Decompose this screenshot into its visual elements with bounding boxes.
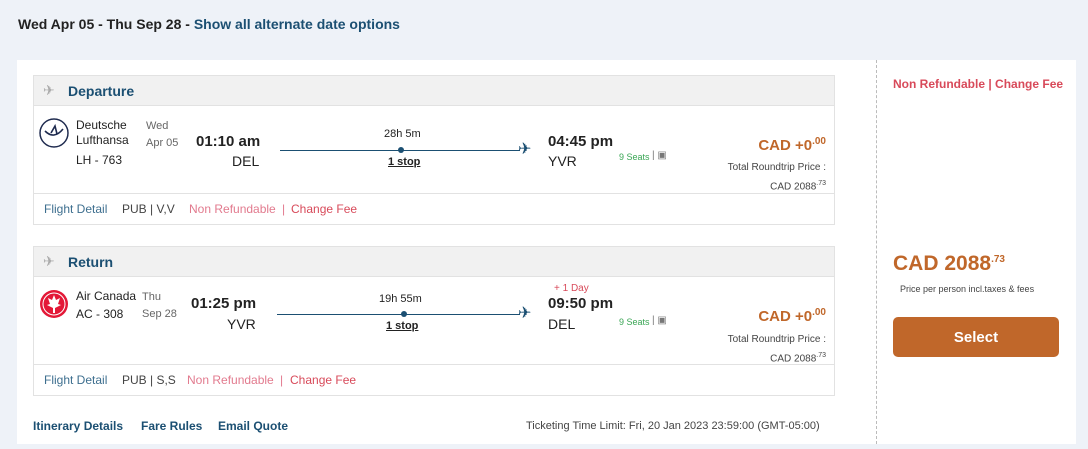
arrival-time: 04:45 pm (548, 133, 614, 150)
price-cents: .73 (991, 254, 1005, 265)
email-quote-link[interactable]: Email Quote (218, 419, 289, 433)
non-refundable-label: Non Refundable (187, 373, 274, 387)
duration: 19h 55m (379, 293, 422, 305)
plane-icon: ✈ (518, 141, 532, 158)
arrival-time: 09:50 pm (548, 295, 614, 312)
date-range-text: Wed Apr 05 - Thu Sep 28 - (18, 16, 194, 32)
total-main: CAD 2088 (770, 181, 817, 193)
segment-footer: Flight Detail PUB | S,S Non Refundable |… (34, 365, 834, 395)
segment-title: Departure (68, 83, 135, 99)
fare-class: PUB | S,S (122, 373, 176, 387)
departure-time: 01:10 am (196, 133, 261, 150)
total-cents: .73 (816, 180, 826, 187)
fare-rules-link[interactable]: Fare Rules (141, 419, 203, 433)
plane-icon: ✈ (518, 305, 532, 322)
departure-airport: DEL (232, 153, 260, 169)
price-diff-cents: .00 (812, 136, 826, 147)
total-value: CAD 2088.73 (728, 348, 826, 367)
segment-header: ✈ Return (34, 247, 834, 277)
flight-number: AC - 308 (76, 307, 124, 321)
price-difference: CAD +0.00 (758, 136, 826, 154)
total-cents: .73 (816, 352, 826, 359)
plane-landing-icon: ✈ (43, 253, 55, 269)
seats-available: 9 Seats (619, 317, 650, 327)
segment-header: ✈ Departure (34, 76, 834, 106)
price-difference: CAD +0.00 (758, 307, 826, 325)
total-label: Total Roundtrip Price : (727, 334, 826, 345)
departure-segment: ✈ Departure Deutsche Lufthansa LH - 763 W… (33, 75, 835, 225)
price-main: CAD 2088 (893, 252, 992, 275)
departure-time: 01:25 pm (191, 295, 257, 312)
segment-title: Return (68, 254, 114, 270)
total-price: Total Roundtrip Price : CAD 2088.73 (728, 160, 826, 195)
airline-name: Deutsche Lufthansa (76, 118, 129, 147)
total-main: CAD 2088 (770, 353, 817, 365)
air-canada-logo (40, 290, 68, 318)
flight-detail-link[interactable]: Flight Detail (44, 373, 108, 387)
segment-footer: Flight Detail PUB | V,V Non Refundable |… (34, 194, 834, 224)
separator: | (280, 373, 284, 387)
duration: 28h 5m (384, 128, 421, 140)
change-fee-link[interactable]: Change Fee (290, 373, 357, 387)
refund-note: Non Refundable | Change Fee (893, 77, 1064, 91)
price-diff-main: CAD +0 (758, 308, 813, 325)
change-fee-link[interactable]: Change Fee (291, 202, 358, 216)
plane-takeoff-icon: ✈ (43, 82, 55, 98)
total-price-summary: CAD 2088.73 (893, 252, 1005, 276)
seats-available: 9 Seats (619, 152, 650, 162)
stops-link[interactable]: 1 stop (386, 320, 419, 332)
stop-dot (401, 311, 407, 317)
stop-dot (398, 147, 404, 153)
alternate-dates-link[interactable]: Show all alternate date options (193, 16, 400, 32)
baggage-icon[interactable]: | ▣ (652, 315, 667, 326)
segment-body: Deutsche Lufthansa LH - 763 Wed Apr 05 0… (34, 106, 834, 194)
date: Apr 05 (146, 137, 179, 149)
price-diff-main: CAD +0 (758, 137, 813, 154)
arrival-airport: DEL (548, 316, 576, 332)
price-note: Price per person incl.taxes & fees (900, 284, 1035, 294)
flight-detail-link[interactable]: Flight Detail (44, 202, 108, 216)
fare-class: PUB | V,V (122, 202, 175, 216)
segment-body: Air Canada AC - 308 Thu Sep 28 01:25 pm … (34, 277, 834, 365)
baggage-icon[interactable]: | ▣ (652, 150, 667, 161)
itinerary-details-link[interactable]: Itinerary Details (33, 419, 124, 433)
weekday: Wed (146, 120, 169, 132)
date: Sep 28 (142, 308, 177, 320)
non-refundable-label: Non Refundable (189, 202, 276, 216)
select-button[interactable]: Select (893, 317, 1059, 357)
ticketing-time-limit: Ticketing Time Limit: Fri, 20 Jan 2023 2… (526, 420, 820, 432)
day-offset: + 1 Day (554, 283, 589, 294)
departure-airport: YVR (227, 316, 256, 332)
lufthansa-logo (39, 118, 69, 148)
date-bar: Wed Apr 05 - Thu Sep 28 - Show all alter… (0, 0, 1088, 50)
flight-number: LH - 763 (76, 153, 123, 167)
divider (876, 60, 877, 444)
weekday: Thu (142, 291, 161, 303)
total-label: Total Roundtrip Price : (727, 162, 826, 173)
stops-link[interactable]: 1 stop (388, 156, 421, 168)
price-diff-cents: .00 (812, 307, 826, 318)
total-price: Total Roundtrip Price : CAD 2088.73 (728, 332, 826, 367)
return-segment: ✈ Return Air Canada AC - 308 Thu Sep 28 0… (33, 246, 835, 396)
date-range: Wed Apr 05 - Thu Sep 28 - Show all alter… (18, 16, 400, 32)
route-line (277, 314, 520, 315)
separator: | (282, 202, 286, 216)
total-value: CAD 2088.73 (728, 176, 826, 195)
arrival-airport: YVR (548, 153, 577, 169)
airline-name: Air Canada (76, 289, 137, 303)
